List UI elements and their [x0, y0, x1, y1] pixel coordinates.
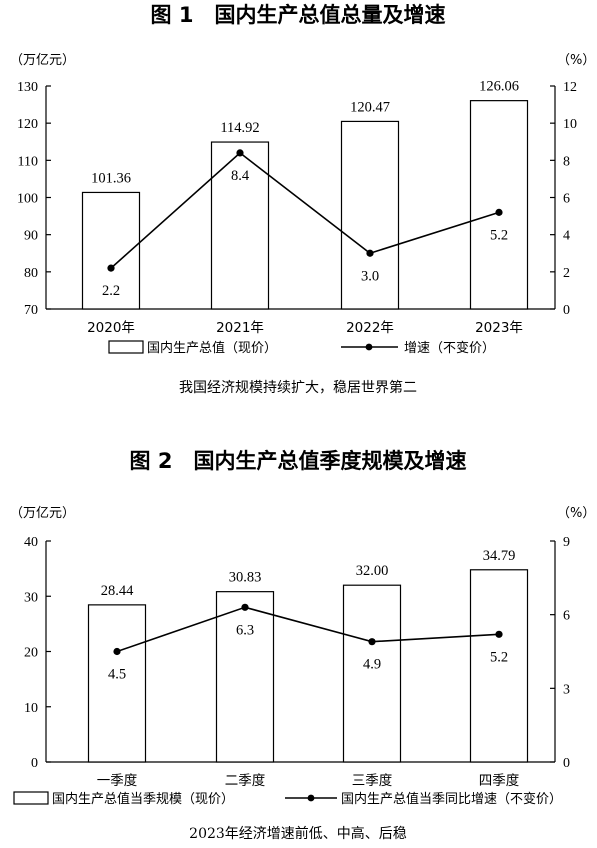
- y-tick-label: 0: [31, 756, 38, 771]
- y-tick-label: 70: [24, 303, 38, 318]
- y-tick-label: 20: [24, 646, 38, 661]
- legend-bar-label: 国内生产总值（现价）: [147, 340, 277, 356]
- growth-line: [110, 151, 500, 269]
- y-unit-label: （万亿元）: [10, 53, 75, 68]
- growth-point: [366, 249, 374, 257]
- bar-value-label: 126.06: [479, 79, 519, 95]
- y2-unit-label: （%）: [557, 506, 595, 521]
- legend: 国内生产总值当季规模（现价） 国内生产总值当季同比增速（不变价）: [13, 791, 562, 807]
- y2-tick-label: 8: [563, 154, 570, 169]
- y2-tick-label: 6: [563, 192, 570, 207]
- legend-line-dot: [365, 343, 373, 351]
- growth-point: [107, 264, 115, 272]
- y2-tick-label: 6: [563, 609, 570, 624]
- bar-value-label: 114.92: [220, 120, 259, 136]
- x-category-label: 2021年: [216, 320, 264, 336]
- growth-point: [236, 149, 244, 157]
- y-tick-label: 40: [24, 535, 38, 550]
- y2-tick-label: 4: [563, 229, 570, 244]
- legend-bar-swatch: [13, 791, 49, 805]
- y-tick-label: 10: [24, 701, 38, 716]
- y-tick-label: 130: [17, 80, 38, 95]
- bar: [342, 584, 402, 763]
- growth-value-label: 4.9: [363, 657, 381, 673]
- y-tick-label: 120: [17, 117, 38, 132]
- growth-point: [495, 630, 503, 638]
- bar: [87, 604, 147, 763]
- growth-point: [495, 208, 503, 216]
- bar-value-label: 120.47: [350, 99, 390, 115]
- y2-tick-label: 12: [563, 80, 577, 95]
- y2-tick-label: 2: [563, 266, 570, 281]
- chart-caption: 2023年经济增速前低、中高、后稳: [189, 825, 407, 842]
- growth-value-label: 6.3: [236, 622, 254, 638]
- bar: [215, 591, 275, 763]
- y2-tick-label: 9: [563, 535, 570, 550]
- y-tick-label: 90: [24, 229, 38, 244]
- bar-value-label: 101.36: [91, 170, 131, 186]
- x-category-label: 三季度: [352, 773, 393, 789]
- bar-value-label: 34.79: [483, 548, 516, 564]
- x-category-label: 四季度: [479, 773, 520, 789]
- bar-value-label: 28.44: [101, 583, 134, 599]
- x-category-label: 2020年: [87, 320, 135, 336]
- x-category-label: 2022年: [346, 320, 394, 336]
- x-category-label: 2023年: [475, 320, 523, 336]
- growth-point: [241, 603, 249, 611]
- y-unit-label: （万亿元）: [10, 506, 75, 521]
- growth-point: [368, 638, 376, 646]
- x-category-label: 一季度: [97, 773, 138, 789]
- bar: [469, 100, 529, 310]
- growth-value-label: 4.5: [108, 667, 126, 683]
- growth-value-label: 8.4: [231, 168, 250, 184]
- y2-tick-label: 3: [563, 682, 570, 697]
- legend-line-label: 增速（不变价）: [404, 340, 495, 356]
- y-tick-label: 100: [17, 192, 38, 207]
- growth-value-label: 5.2: [490, 227, 508, 243]
- bar-value-label: 32.00: [356, 563, 389, 579]
- legend-bar-swatch: [108, 340, 144, 354]
- y2-tick-label: 0: [563, 303, 570, 318]
- legend-line-label: 国内生产总值当季同比增速（不变价）: [341, 791, 562, 807]
- growth-line: [116, 606, 500, 653]
- y2-unit-label: （%）: [557, 53, 595, 68]
- chart-1: 图 1 国内生产总值总量及增速（万亿元） （%）70809010011012013…: [10, 3, 595, 396]
- y2-tick-label: 10: [563, 117, 577, 132]
- x-category-label: 二季度: [225, 773, 266, 789]
- bar-value-label: 30.83: [229, 570, 262, 586]
- growth-value-label: 3.0: [361, 268, 379, 284]
- chart-2: 图 2 国内生产总值季度规模及增速 （万亿元） （%） 0 10 20 30 40 0 3 6 9 一季…: [10, 449, 595, 842]
- chart-title: 图 2 国内生产总值季度规模及增速: [130, 449, 467, 473]
- legend-bar-label: 国内生产总值当季规模（现价）: [52, 791, 234, 807]
- growth-value-label: 5.2: [490, 649, 508, 665]
- y-tick-label: 30: [24, 590, 38, 605]
- legend: 国内生产总值（现价） 增速（不变价）: [108, 340, 495, 356]
- chart-caption: 我国经济规模持续扩大，稳居世界第二: [179, 379, 417, 396]
- bar: [340, 120, 400, 310]
- bar: [469, 569, 529, 763]
- chart-title: 图 1 国内生产总值总量及增速: [151, 3, 446, 27]
- y2-tick-label: 0: [563, 756, 570, 771]
- growth-point: [113, 647, 121, 656]
- y-tick-label: 80: [24, 266, 38, 281]
- legend-line-dot: [307, 794, 315, 802]
- growth-value-label: 2.2: [102, 283, 120, 299]
- y-tick-label: 110: [18, 154, 38, 169]
